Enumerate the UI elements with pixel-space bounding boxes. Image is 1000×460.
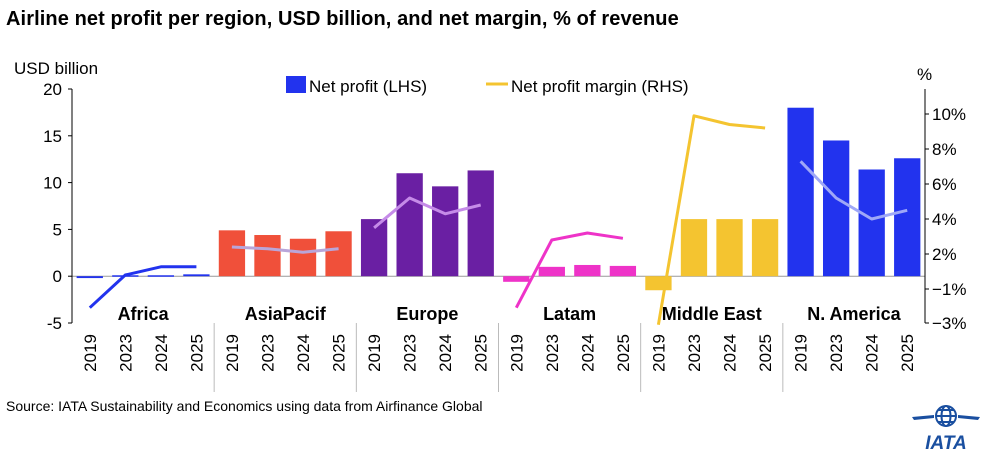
- right-tick-label: 4%: [932, 210, 957, 229]
- bar-africa-2024: [147, 275, 175, 277]
- margin-line-latam: [514, 231, 624, 309]
- bar-latam-2025: [609, 265, 637, 277]
- year-tick-label: 2025: [187, 334, 206, 372]
- margin-line-europe: [373, 196, 482, 229]
- legend: Net profit (LHS) Net profit margin (RHS): [286, 76, 689, 96]
- year-tick-label: 2019: [649, 334, 668, 372]
- year-tick-label: 2025: [614, 334, 633, 372]
- bar-europe-2025: [467, 170, 494, 277]
- wing-icon: [912, 415, 980, 420]
- region-label: Middle East: [662, 304, 762, 324]
- margin-line-n-america: [799, 160, 908, 221]
- bar-n-america-2019: [787, 107, 814, 277]
- year-tick-label: 2023: [543, 334, 562, 372]
- year-tick-label: 2025: [330, 334, 349, 372]
- bar-asiapacif-2023: [254, 235, 281, 277]
- left-tick-label: 15: [43, 127, 62, 146]
- year-tick-label: 2023: [116, 334, 135, 372]
- margin-line-africa: [88, 265, 197, 309]
- year-tick-label: 2024: [152, 334, 171, 372]
- left-tick-label: -5: [47, 314, 62, 333]
- left-tick-label: 20: [43, 80, 62, 99]
- legend-bar-swatch: [286, 76, 306, 93]
- year-tick-label: 2024: [578, 334, 597, 372]
- bar-europe-2023: [396, 173, 423, 277]
- year-tick-label: 2023: [401, 334, 420, 372]
- left-tick-label: 0: [53, 267, 62, 286]
- year-tick-label: 2019: [223, 334, 242, 372]
- year-tick-label: 2025: [898, 334, 917, 372]
- bar-africa-2025: [183, 274, 210, 277]
- globe-icon: [935, 405, 957, 427]
- bar-europe-2024: [432, 186, 459, 277]
- right-tick-label: 10%: [932, 105, 966, 124]
- chart-title: Airline net profit per region, USD billi…: [6, 8, 679, 30]
- year-tick-label: 2023: [685, 334, 704, 372]
- bar-n-america-2023: [822, 140, 850, 277]
- source-note: Source: IATA Sustainability and Economic…: [6, 398, 483, 414]
- bar-asiapacif-2019: [218, 230, 246, 277]
- region-label: N. America: [807, 304, 901, 324]
- year-tick-label: 2019: [507, 334, 526, 372]
- bar-middle-east-2025: [751, 219, 779, 277]
- year-tick-label: 2019: [792, 334, 811, 372]
- left-tick-label: 10: [43, 174, 62, 193]
- year-tick-label: 2024: [721, 334, 740, 372]
- margin-line-asiapacif: [231, 245, 339, 254]
- right-tick-label: 2%: [932, 245, 957, 264]
- year-tick-label: 2024: [294, 334, 313, 372]
- year-tick-label: 2025: [756, 334, 775, 372]
- right-tick-label: −1%: [932, 280, 967, 299]
- right-tick-label: −3%: [932, 314, 967, 333]
- bar-africa-2019: [76, 276, 103, 279]
- year-tick-label: 2024: [436, 334, 455, 372]
- year-tick-label: 2023: [259, 334, 278, 372]
- chart-svg: USD billion % Net profit (LHS) Net profi…: [14, 59, 967, 392]
- bar-n-america-2025: [894, 158, 921, 277]
- region-label: Europe: [396, 304, 458, 324]
- right-tick-label: 8%: [932, 140, 957, 159]
- year-tick-label: 2025: [472, 334, 491, 372]
- region-label: AsiaPacif: [245, 304, 327, 324]
- left-tick-label: 5: [53, 220, 62, 239]
- legend-bar-label: Net profit (LHS): [309, 77, 427, 96]
- bar-middle-east-2023: [680, 219, 708, 277]
- logo-text: IATA: [925, 433, 967, 454]
- year-tick-label: 2019: [81, 334, 100, 372]
- bar-latam-2024: [574, 264, 601, 277]
- iata-logo: IATA: [906, 403, 986, 455]
- region-label: Latam: [543, 304, 596, 324]
- legend-line-label: Net profit margin (RHS): [511, 77, 689, 96]
- year-tick-label: 2019: [365, 334, 384, 372]
- year-tick-label: 2023: [827, 334, 846, 372]
- bar-asiapacif-2024: [289, 238, 317, 277]
- bar-latam-2019: [503, 276, 530, 282]
- region-label: Africa: [118, 304, 170, 324]
- year-tick-label: 2024: [863, 334, 882, 372]
- right-axis-title: %: [917, 65, 932, 84]
- margin-line-middle-east: [656, 114, 766, 325]
- bar-asiapacif-2025: [325, 231, 352, 277]
- left-axis-title: USD billion: [14, 59, 98, 78]
- bar-middle-east-2024: [716, 219, 743, 277]
- bar-n-america-2024: [858, 169, 885, 277]
- bar-latam-2023: [538, 266, 565, 277]
- right-tick-label: 6%: [932, 175, 957, 194]
- bar-europe-2019: [360, 219, 388, 277]
